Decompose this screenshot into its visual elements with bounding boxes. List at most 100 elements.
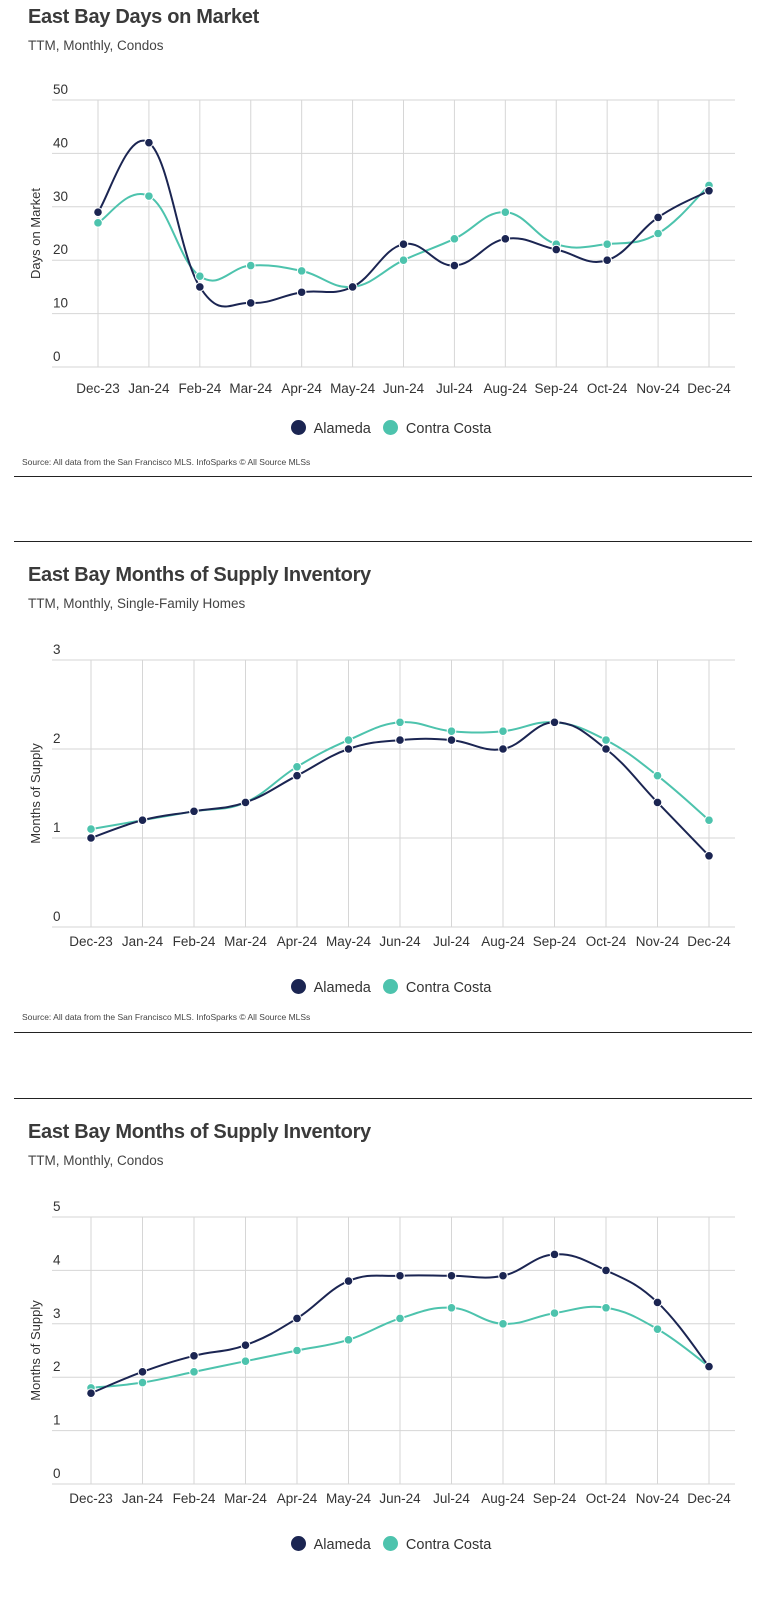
section-divider	[14, 1098, 752, 1099]
chart-panel-condo-supply: East Bay Months of Supply Inventory TTM,…	[0, 1099, 782, 1620]
legend-item-alameda: Alameda	[290, 420, 371, 437]
x-tick-label: Jul-24	[436, 381, 473, 396]
x-tick-label: Nov-24	[636, 934, 680, 949]
data-point-alameda	[704, 1361, 714, 1372]
y-tick-label: 4	[53, 1252, 61, 1267]
data-point-alameda	[500, 234, 511, 244]
data-point-alameda	[189, 1351, 199, 1361]
x-tick-label: Jun-24	[379, 1491, 421, 1506]
chart-legend: Alameda Contra Costa	[0, 979, 782, 996]
legend-label-alameda: Alameda	[313, 1537, 371, 1553]
y-tick-label: 40	[53, 135, 68, 150]
y-axis-label: Months of Supply	[28, 1300, 43, 1401]
legend-item-contra-costa: Contra Costa	[382, 420, 491, 437]
data-point-alameda	[549, 1249, 560, 1260]
data-point-alameda	[395, 735, 405, 745]
condo-months-of-supply-chart: 0 1 2 3 4 5 Dec-23 Jan-24 Feb-24 Mar-24 Apr-24 May-…	[28, 1199, 735, 1506]
y-tick-label: 30	[53, 189, 68, 204]
x-tick-label: Mar-24	[224, 934, 267, 949]
chart-legend: Alameda Contra Costa	[0, 1536, 782, 1553]
y-axis-label: Months of Supply	[28, 743, 43, 844]
section-divider	[14, 1032, 752, 1033]
x-tick-label: Feb-24	[173, 1491, 216, 1506]
x-tick-label: Jul-24	[433, 934, 470, 949]
x-tick-label: Feb-24	[178, 381, 221, 396]
data-point-alameda	[137, 815, 148, 825]
data-point-alameda	[137, 1367, 148, 1377]
legend-item-alameda: Alameda	[290, 1536, 371, 1553]
data-point-contra-costa	[549, 1308, 560, 1318]
chart-panel-sfh-supply: East Bay Months of Supply Inventory TTM,…	[0, 542, 782, 1032]
legend-dot-alameda-icon	[290, 420, 306, 435]
x-tick-label: Dec-23	[69, 1491, 113, 1506]
y-tick-label: 20	[53, 242, 68, 257]
x-tick-label: Nov-24	[636, 1491, 680, 1506]
legend-label-alameda: Alameda	[313, 421, 371, 437]
y-tick-label: 3	[53, 1306, 61, 1321]
chart-title: East Bay Months of Supply Inventory	[28, 564, 371, 586]
data-point-contra-costa	[343, 1335, 354, 1345]
data-point-alameda	[601, 1265, 611, 1276]
legend-label-contra-costa: Contra Costa	[405, 1537, 492, 1553]
x-tick-label: May-24	[326, 1491, 372, 1506]
data-point-contra-costa	[296, 266, 307, 276]
x-tick-label: Dec-23	[69, 934, 113, 949]
data-point-alameda	[395, 1270, 405, 1281]
x-tick-label: Sep-24	[533, 1491, 577, 1506]
legend-label-contra-costa: Contra Costa	[405, 980, 492, 996]
legend-item-contra-costa: Contra Costa	[382, 1536, 492, 1553]
sfh-months-of-supply-chart: 0 1 2 3 Dec-23 Jan-24 Feb-24 Mar-24 Apr-24 May-24…	[28, 642, 735, 949]
y-tick-label: 0	[53, 909, 61, 924]
days-on-market-chart: 0 10 20 30 40 50 Dec-23 Jan-24 Feb-24 Mar-24 Apr-2…	[28, 82, 735, 396]
x-tick-label: Dec-23	[76, 381, 120, 396]
data-point-contra-costa	[137, 1377, 148, 1388]
x-tick-label: Apr-24	[277, 934, 318, 949]
chart-title: East Bay Months of Supply Inventory	[28, 1121, 371, 1143]
data-point-contra-costa	[93, 218, 103, 228]
chart-panel-days-on-market: East Bay Days on Market TTM, Monthly, Co…	[0, 0, 782, 480]
x-tick-label: Aug-24	[481, 1491, 525, 1506]
source-note: Source: All data from the San Francisco …	[22, 1012, 311, 1022]
x-tick-label: Dec-24	[687, 381, 731, 396]
chart-subtitle: TTM, Monthly, Condos	[28, 1153, 164, 1168]
data-point-alameda	[189, 806, 199, 817]
data-point-contra-costa	[245, 260, 256, 271]
x-tick-label: May-24	[330, 381, 376, 396]
data-point-contra-costa	[652, 1324, 663, 1334]
data-point-alameda	[240, 1340, 251, 1350]
data-point-contra-costa	[240, 1356, 251, 1366]
y-tick-label: 5	[53, 1199, 61, 1214]
x-tick-label: May-24	[326, 934, 372, 949]
data-point-contra-costa	[446, 1302, 457, 1313]
data-point-alameda	[446, 735, 457, 745]
y-tick-label: 0	[53, 1466, 61, 1481]
data-point-alameda	[93, 207, 103, 217]
data-point-alameda	[343, 744, 354, 754]
data-point-alameda	[549, 717, 560, 728]
data-point-contra-costa	[449, 234, 460, 244]
legend-dot-contra-costa-icon	[382, 1536, 398, 1551]
chart-subtitle: TTM, Monthly, Single-Family Homes	[28, 596, 246, 611]
x-tick-label: Jan-24	[122, 934, 164, 949]
data-point-contra-costa	[195, 271, 205, 282]
x-tick-label: Aug-24	[481, 934, 525, 949]
data-point-contra-costa	[498, 1319, 508, 1329]
data-point-contra-costa	[602, 239, 612, 249]
data-point-contra-costa	[601, 735, 611, 745]
x-tick-label: Jan-24	[128, 381, 170, 396]
x-tick-label: Apr-24	[277, 1491, 318, 1506]
y-tick-label: 1	[53, 820, 61, 835]
data-point-alameda	[601, 744, 611, 754]
data-point-alameda	[652, 1297, 663, 1308]
data-point-alameda	[343, 1276, 354, 1286]
data-point-contra-costa	[292, 1345, 302, 1356]
source-note: Source: All data from the San Francisco …	[22, 457, 311, 467]
data-point-alameda	[296, 287, 307, 298]
data-point-alameda	[245, 298, 256, 308]
x-tick-label: Apr-24	[281, 381, 322, 396]
legend-dot-alameda-icon	[290, 1536, 306, 1551]
x-tick-label: Oct-24	[586, 934, 627, 949]
data-point-alameda	[292, 1313, 302, 1324]
legend-label-alameda: Alameda	[313, 980, 371, 996]
data-point-contra-costa	[189, 1367, 199, 1377]
